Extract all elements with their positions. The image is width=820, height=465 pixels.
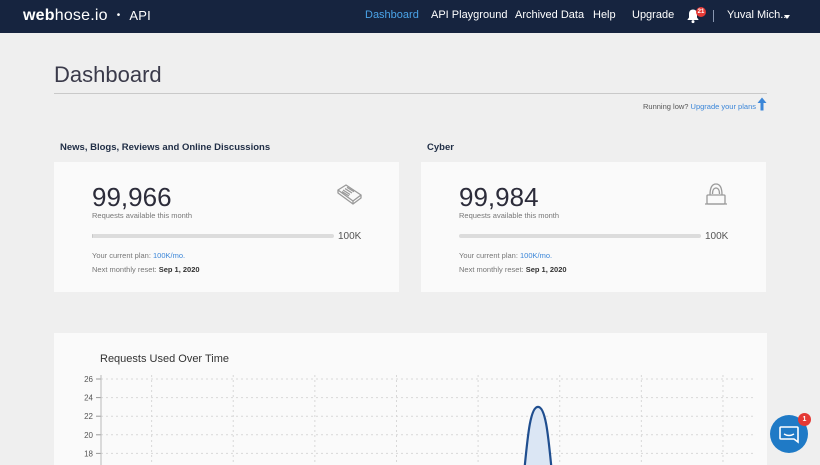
- brand-name-bold: web: [23, 7, 55, 24]
- monthly-reset: Next monthly reset: Sep 1, 2020: [92, 265, 200, 274]
- section-title-news: News, Blogs, Reviews and Online Discussi…: [60, 142, 271, 153]
- current-plan-link[interactable]: 100K/mo.: [153, 251, 186, 260]
- chart-title: Requests Used Over Time: [100, 353, 229, 365]
- nav-link-upgrade[interactable]: Upgrade: [632, 9, 675, 21]
- current-plan-label: Your current plan:: [459, 251, 521, 260]
- chevron-down-icon[interactable]: [784, 15, 790, 19]
- nav-link-archived-data[interactable]: Archived Data: [515, 9, 585, 21]
- arrow-up-icon[interactable]: [757, 97, 767, 111]
- usage-card-cyber: 99,984 Requests available this month 100…: [421, 162, 766, 292]
- brand-api-label: API: [129, 8, 151, 23]
- bell-icon[interactable]: [686, 8, 700, 24]
- monthly-reset-date: Sep 1, 2020: [158, 265, 200, 274]
- requests-available-count: 99,984: [459, 182, 539, 212]
- nav-links: Dashboard API Playground Archived Data H…: [0, 9, 820, 25]
- y-tick-label: 24: [84, 394, 93, 403]
- chat-icon: [779, 426, 799, 444]
- upgrade-plans-link[interactable]: Upgrade your plans: [690, 102, 756, 111]
- section-title-cyber: Cyber: [427, 142, 454, 153]
- plan-limit: 100K: [705, 231, 729, 242]
- running-low-text: Running low?: [643, 102, 691, 111]
- y-tick-label: 18: [84, 449, 93, 458]
- y-tick-label: 26: [84, 375, 93, 384]
- brand-logo[interactable]: web hose.io • API: [23, 7, 151, 25]
- hacker-icon: [705, 183, 727, 205]
- requests-available-label: Requests available this month: [459, 211, 560, 220]
- page-title: Dashboard: [54, 62, 162, 87]
- nav-link-api-playground[interactable]: API Playground: [431, 9, 508, 21]
- user-menu[interactable]: Yuval Mich...: [727, 9, 790, 21]
- requests-available-count: 99,966: [92, 182, 172, 212]
- requests-chart: 26 24 22 20 18: [84, 375, 754, 465]
- current-plan: Your current plan: 100K/mo.: [459, 251, 552, 260]
- monthly-reset-date: Sep 1, 2020: [525, 265, 567, 274]
- series-line: [523, 405, 553, 465]
- usage-progress-bar: [92, 234, 334, 238]
- nav-link-help[interactable]: Help: [593, 9, 616, 21]
- brand-dot: •: [116, 10, 121, 21]
- newspaper-icon: [337, 184, 362, 205]
- requests-available-label: Requests available this month: [92, 211, 193, 220]
- notification-badge: 21: [696, 7, 706, 17]
- usage-card-news: 99,966 Requests available this month 100…: [54, 162, 399, 292]
- running-low-note: Running low? Upgrade your plans: [643, 102, 756, 111]
- usage-progress-bar: [459, 234, 701, 238]
- plan-limit: 100K: [338, 231, 362, 242]
- monthly-reset-label: Next monthly reset:: [92, 265, 159, 274]
- chart-panel: Requests Used Over Time 26 24 22 20 18: [54, 333, 767, 465]
- current-plan: Your current plan: 100K/mo.: [92, 251, 185, 260]
- y-tick-label: 20: [84, 431, 93, 440]
- title-divider: [54, 93, 767, 94]
- nav-separator: [713, 10, 714, 22]
- monthly-reset: Next monthly reset: Sep 1, 2020: [459, 265, 567, 274]
- brand-name-rest: hose.io: [54, 7, 108, 24]
- chat-unread-badge: 1: [798, 413, 811, 426]
- current-plan-label: Your current plan:: [92, 251, 154, 260]
- y-tick-label: 22: [84, 412, 93, 421]
- top-nav-bar: web hose.io • API Dashboard API Playgroun…: [0, 0, 820, 33]
- nav-link-dashboard[interactable]: Dashboard: [365, 9, 419, 21]
- current-plan-link[interactable]: 100K/mo.: [520, 251, 553, 260]
- monthly-reset-label: Next monthly reset:: [459, 265, 526, 274]
